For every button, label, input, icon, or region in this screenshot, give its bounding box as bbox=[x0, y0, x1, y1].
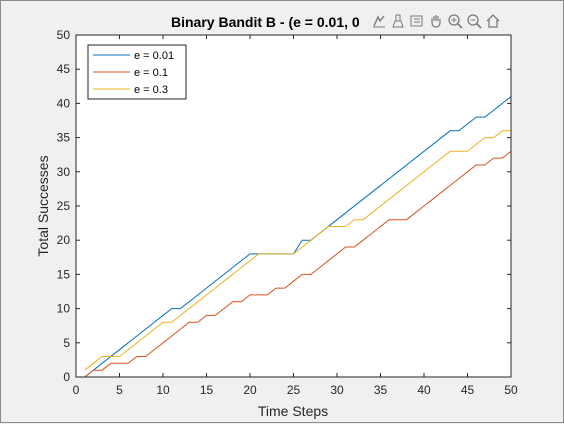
series-line-1[interactable] bbox=[84, 96, 512, 378]
y-tick-label: 35 bbox=[57, 131, 71, 145]
series-line-2[interactable] bbox=[84, 150, 512, 378]
x-tick-label: 0 bbox=[73, 383, 80, 397]
x-tick-label: 15 bbox=[200, 383, 214, 397]
x-axis-label: Time Steps bbox=[258, 403, 328, 419]
x-tick-label: 25 bbox=[287, 383, 301, 397]
zoom-out-icon[interactable] bbox=[465, 12, 482, 30]
x-tick-label: 35 bbox=[374, 383, 388, 397]
x-tick-label: 10 bbox=[156, 383, 170, 397]
link-icon[interactable] bbox=[408, 12, 425, 30]
y-tick-label: 40 bbox=[57, 96, 71, 110]
y-tick-label: 5 bbox=[63, 336, 70, 350]
legend[interactable]: e = 0.01 e = 0.1 e = 0.3 bbox=[87, 44, 187, 100]
y-tick-label: 0 bbox=[63, 370, 70, 384]
y-tick-label: 15 bbox=[57, 267, 71, 281]
y-tick-label: 10 bbox=[57, 302, 71, 316]
home-icon[interactable] bbox=[484, 12, 501, 30]
legend-label-1: e = 0.01 bbox=[134, 50, 174, 62]
x-tick-label: 50 bbox=[504, 383, 518, 397]
brush-icon[interactable] bbox=[389, 12, 406, 30]
y-tick-label: 20 bbox=[57, 233, 71, 247]
x-tick-label: 40 bbox=[417, 383, 431, 397]
legend-label-2: e = 0.1 bbox=[134, 67, 168, 79]
legend-label-3: e = 0.3 bbox=[134, 84, 168, 96]
series-line-3[interactable] bbox=[84, 130, 511, 371]
x-tick-label: 5 bbox=[116, 383, 123, 397]
axes-toolbar bbox=[368, 11, 503, 31]
pan-icon[interactable] bbox=[427, 12, 444, 30]
chart-title: Binary Bandit B - (e = 0.01, 0 bbox=[171, 14, 360, 30]
y-tick-label: 30 bbox=[57, 165, 71, 179]
y-tick-label: 45 bbox=[57, 62, 71, 76]
data-tips-icon[interactable] bbox=[370, 12, 387, 30]
y-axis-label: Total Successes bbox=[35, 155, 51, 256]
y-tick-label: 25 bbox=[57, 199, 71, 213]
x-tick-label: 45 bbox=[461, 383, 475, 397]
y-tick-label: 50 bbox=[57, 28, 71, 42]
x-tick-label: 20 bbox=[243, 383, 257, 397]
x-tick-label: 30 bbox=[330, 383, 344, 397]
zoom-in-icon[interactable] bbox=[446, 12, 463, 30]
